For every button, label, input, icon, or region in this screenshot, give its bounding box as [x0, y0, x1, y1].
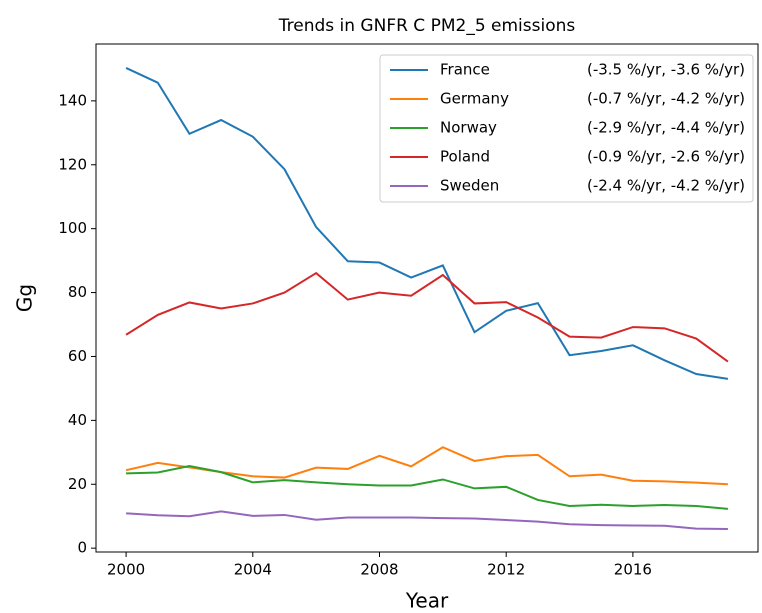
- x-tick-label: 2016: [614, 561, 652, 579]
- x-tick-label: 2000: [107, 561, 145, 579]
- legend-note: (-2.4 %/yr, -4.2 %/yr): [587, 177, 745, 195]
- series-line: [126, 510, 728, 530]
- y-tick-label: 0: [77, 539, 87, 557]
- legend-label: Poland: [440, 148, 490, 166]
- x-tick-label: 2004: [234, 561, 272, 579]
- legend-label: Sweden: [440, 177, 499, 195]
- legend-note: (-2.9 %/yr, -4.4 %/yr): [587, 119, 745, 137]
- legend-note: (-0.9 %/yr, -2.6 %/yr): [587, 148, 745, 166]
- series-line: [126, 465, 729, 510]
- legend-box: [379, 54, 754, 203]
- y-tick-label: 20: [68, 475, 87, 493]
- x-tick-label: 2008: [360, 561, 398, 579]
- legend-label: Norway: [440, 119, 497, 137]
- x-axis-label: Year: [405, 589, 449, 613]
- legend-label: France: [440, 61, 490, 79]
- legend-note: (-3.5 %/yr, -3.6 %/yr): [587, 61, 745, 79]
- y-tick-label: 100: [58, 219, 87, 237]
- y-tick-label: 120: [58, 155, 87, 173]
- x-tick-label: 2012: [487, 561, 525, 579]
- y-tick-label: 40: [68, 411, 87, 429]
- y-tick-label: 60: [68, 347, 87, 365]
- y-tick-label: 80: [68, 283, 87, 301]
- chart-title: Trends in GNFR C PM2_5 emissions: [278, 16, 576, 36]
- series-line: [125, 67, 729, 380]
- legend-label: Germany: [440, 90, 509, 108]
- legend-note: (-0.7 %/yr, -4.2 %/yr): [587, 90, 745, 108]
- y-tick-label: 140: [58, 91, 87, 109]
- series-line: [125, 271, 729, 363]
- plot-frame: [95, 43, 759, 553]
- y-axis-label: Gg: [13, 284, 37, 312]
- series-line: [125, 446, 728, 486]
